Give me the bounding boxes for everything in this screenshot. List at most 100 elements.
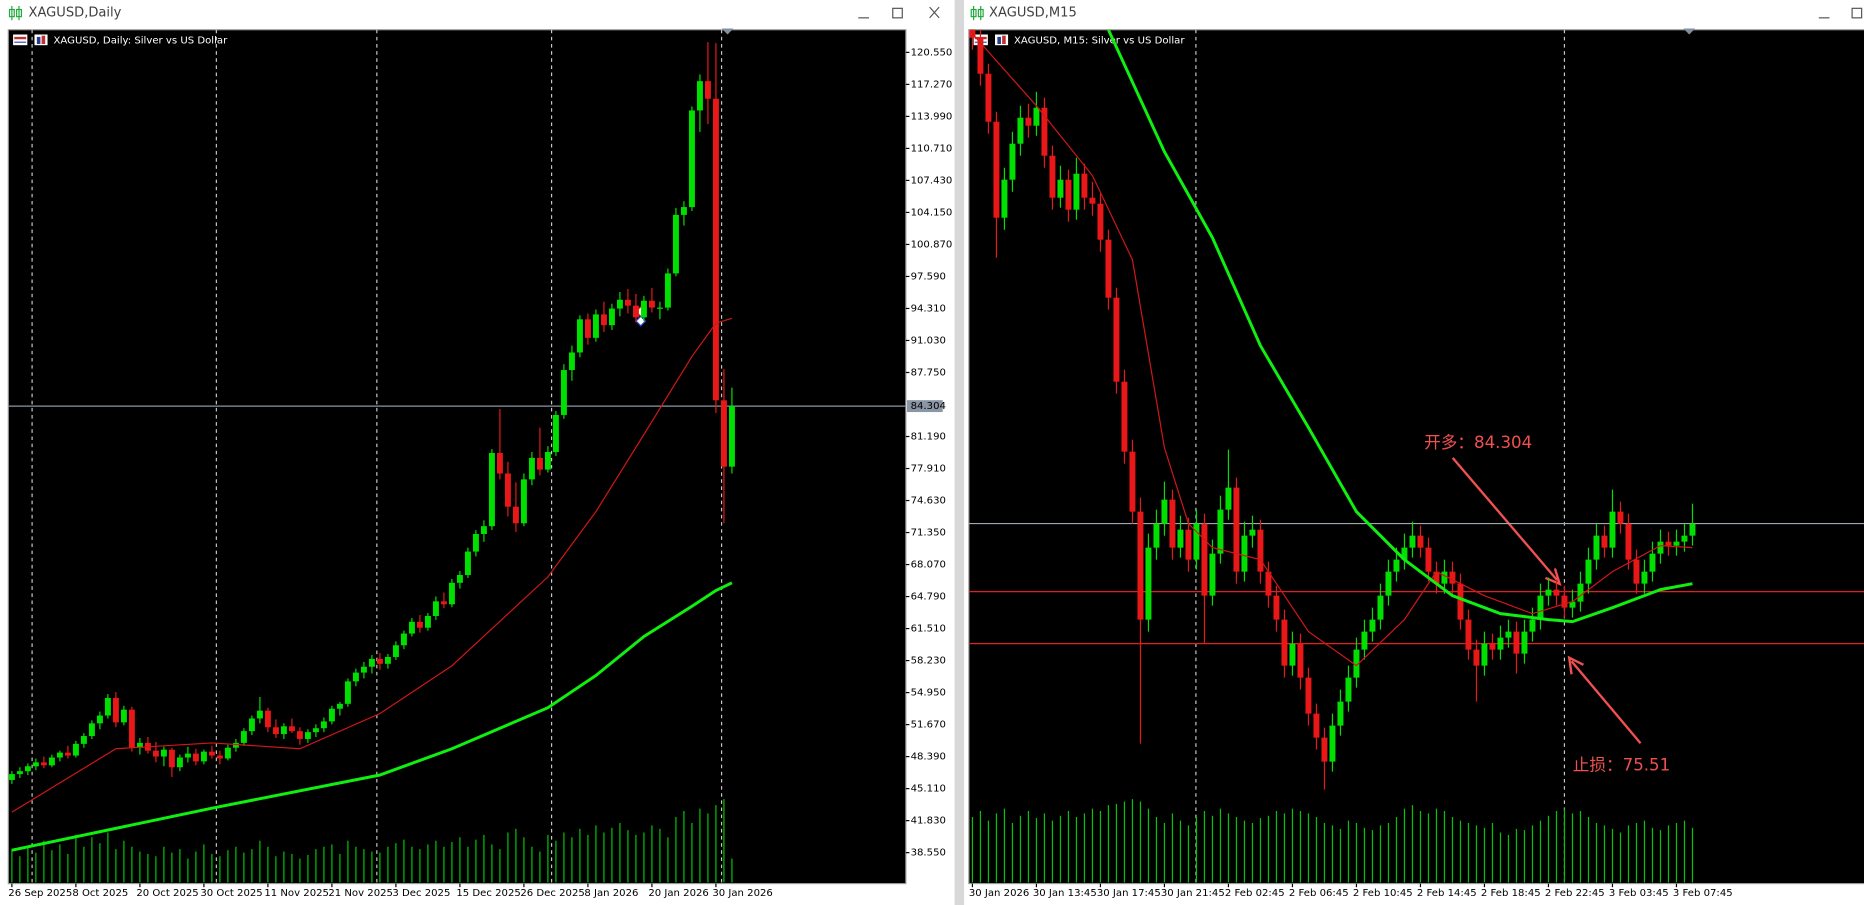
candle-body — [616, 299, 623, 309]
candle-body — [304, 732, 311, 739]
candle-body — [993, 121, 1000, 218]
candle-body — [448, 582, 455, 605]
candle-body — [985, 73, 992, 122]
candle-body — [496, 453, 503, 474]
candle-body — [248, 718, 255, 732]
candle-body — [512, 506, 519, 524]
window-icon — [970, 5, 984, 21]
x-tick-label: 20 Oct 2025 — [136, 888, 198, 899]
candle-body — [1361, 631, 1368, 650]
candle-body — [1609, 511, 1616, 548]
candle-body — [1569, 601, 1576, 608]
candle-body — [1329, 725, 1336, 762]
current-price-box — [907, 400, 943, 413]
window-buttons[interactable] — [858, 6, 940, 19]
candle-body — [1657, 541, 1664, 554]
candle-body — [1529, 619, 1536, 632]
candle-body — [1689, 523, 1696, 536]
candle-body — [1433, 571, 1440, 584]
y-tick-label: 41.830 — [911, 816, 946, 827]
y-tick-label: 51.670 — [911, 720, 946, 731]
candle-body — [1113, 297, 1120, 382]
candle-body — [376, 658, 383, 664]
candle-body — [1145, 547, 1152, 620]
x-tick-label: 3 Feb 03:45 — [1609, 888, 1669, 899]
candle-body — [1033, 107, 1040, 126]
y-tick-label: 100.870 — [911, 239, 953, 250]
candle-body — [1081, 173, 1088, 198]
candle-body — [392, 645, 399, 657]
shift-marker — [1683, 28, 1696, 35]
candle-body — [1097, 203, 1104, 240]
candle-body — [608, 308, 615, 326]
candle-body — [1457, 583, 1464, 620]
candle-body — [1089, 197, 1096, 204]
candle-body — [1281, 619, 1288, 666]
candle-body — [696, 81, 703, 111]
candle-body — [1177, 529, 1184, 548]
candle-body — [1009, 143, 1016, 180]
candle-body — [1001, 179, 1008, 218]
window-buttons[interactable] — [1818, 7, 1863, 19]
candle-body — [368, 658, 375, 667]
candle-body — [64, 752, 71, 756]
x-tick-label: 2 Feb 02:45 — [1225, 888, 1285, 899]
candle-body — [592, 314, 599, 338]
x-tick-label: 21 Nov 2025 — [328, 888, 393, 899]
candle-body — [568, 352, 575, 371]
candle-body — [1649, 553, 1656, 572]
candle-body — [720, 400, 727, 467]
candle-body — [312, 728, 319, 733]
candle-body — [1481, 643, 1488, 666]
candle-body — [216, 755, 223, 759]
candle-body — [1217, 509, 1224, 554]
chart-title: XAGUSD, Daily: Silver vs US Dollar — [53, 35, 228, 46]
candle-body — [977, 37, 984, 74]
y-tick-label: 45.110 — [911, 784, 946, 795]
y-tick-label: 113.990 — [911, 111, 953, 122]
candle-body — [320, 721, 327, 729]
candle-body — [520, 479, 527, 524]
candle-body — [232, 742, 239, 748]
candle-body — [1305, 677, 1312, 714]
candle-body — [632, 305, 639, 318]
candle-body — [1449, 571, 1456, 584]
candle-body — [1337, 701, 1344, 726]
candle-body — [1249, 529, 1256, 536]
candle-body — [1225, 487, 1232, 510]
candle-body — [1185, 529, 1192, 560]
candle-body — [240, 731, 247, 743]
window-title: XAGUSD,M15 — [989, 6, 1077, 21]
candle-body — [328, 708, 335, 722]
window-chrome — [964, 0, 1864, 885]
candle-body — [624, 299, 631, 306]
x-tick-label: 30 Jan 21:45 — [1161, 888, 1225, 899]
candle-body — [456, 574, 463, 583]
candle-body — [128, 709, 135, 748]
candle-body — [1289, 643, 1296, 666]
x-tick-label: 11 Nov 2025 — [264, 888, 329, 899]
candle-body — [1617, 511, 1624, 524]
candle-body — [184, 753, 191, 758]
window-gap — [954, 0, 965, 905]
window-icon — [8, 5, 22, 21]
candle-body — [112, 697, 119, 723]
y-tick-label: 54.950 — [911, 688, 946, 699]
x-tick-label: 8 Oct 2025 — [72, 888, 128, 899]
candle-body — [1193, 523, 1200, 560]
annotation: 开多：84.304 — [1424, 433, 1532, 452]
x-tick-label: 26 Dec 2025 — [520, 888, 584, 899]
x-tick-label: 3 Feb 07:45 — [1673, 888, 1733, 899]
y-tick-label: 91.030 — [911, 335, 946, 346]
candle-body — [416, 621, 423, 628]
candle-body — [1129, 451, 1136, 512]
candle-body — [1553, 589, 1560, 596]
candle-body — [336, 703, 343, 709]
candle-body — [160, 749, 167, 757]
y-tick-label: 110.710 — [911, 143, 953, 154]
candle-body — [1497, 637, 1504, 650]
x-tick-label: 30 Jan 13:45 — [1033, 888, 1097, 899]
candle-body — [176, 757, 183, 768]
candle-body — [200, 751, 207, 762]
